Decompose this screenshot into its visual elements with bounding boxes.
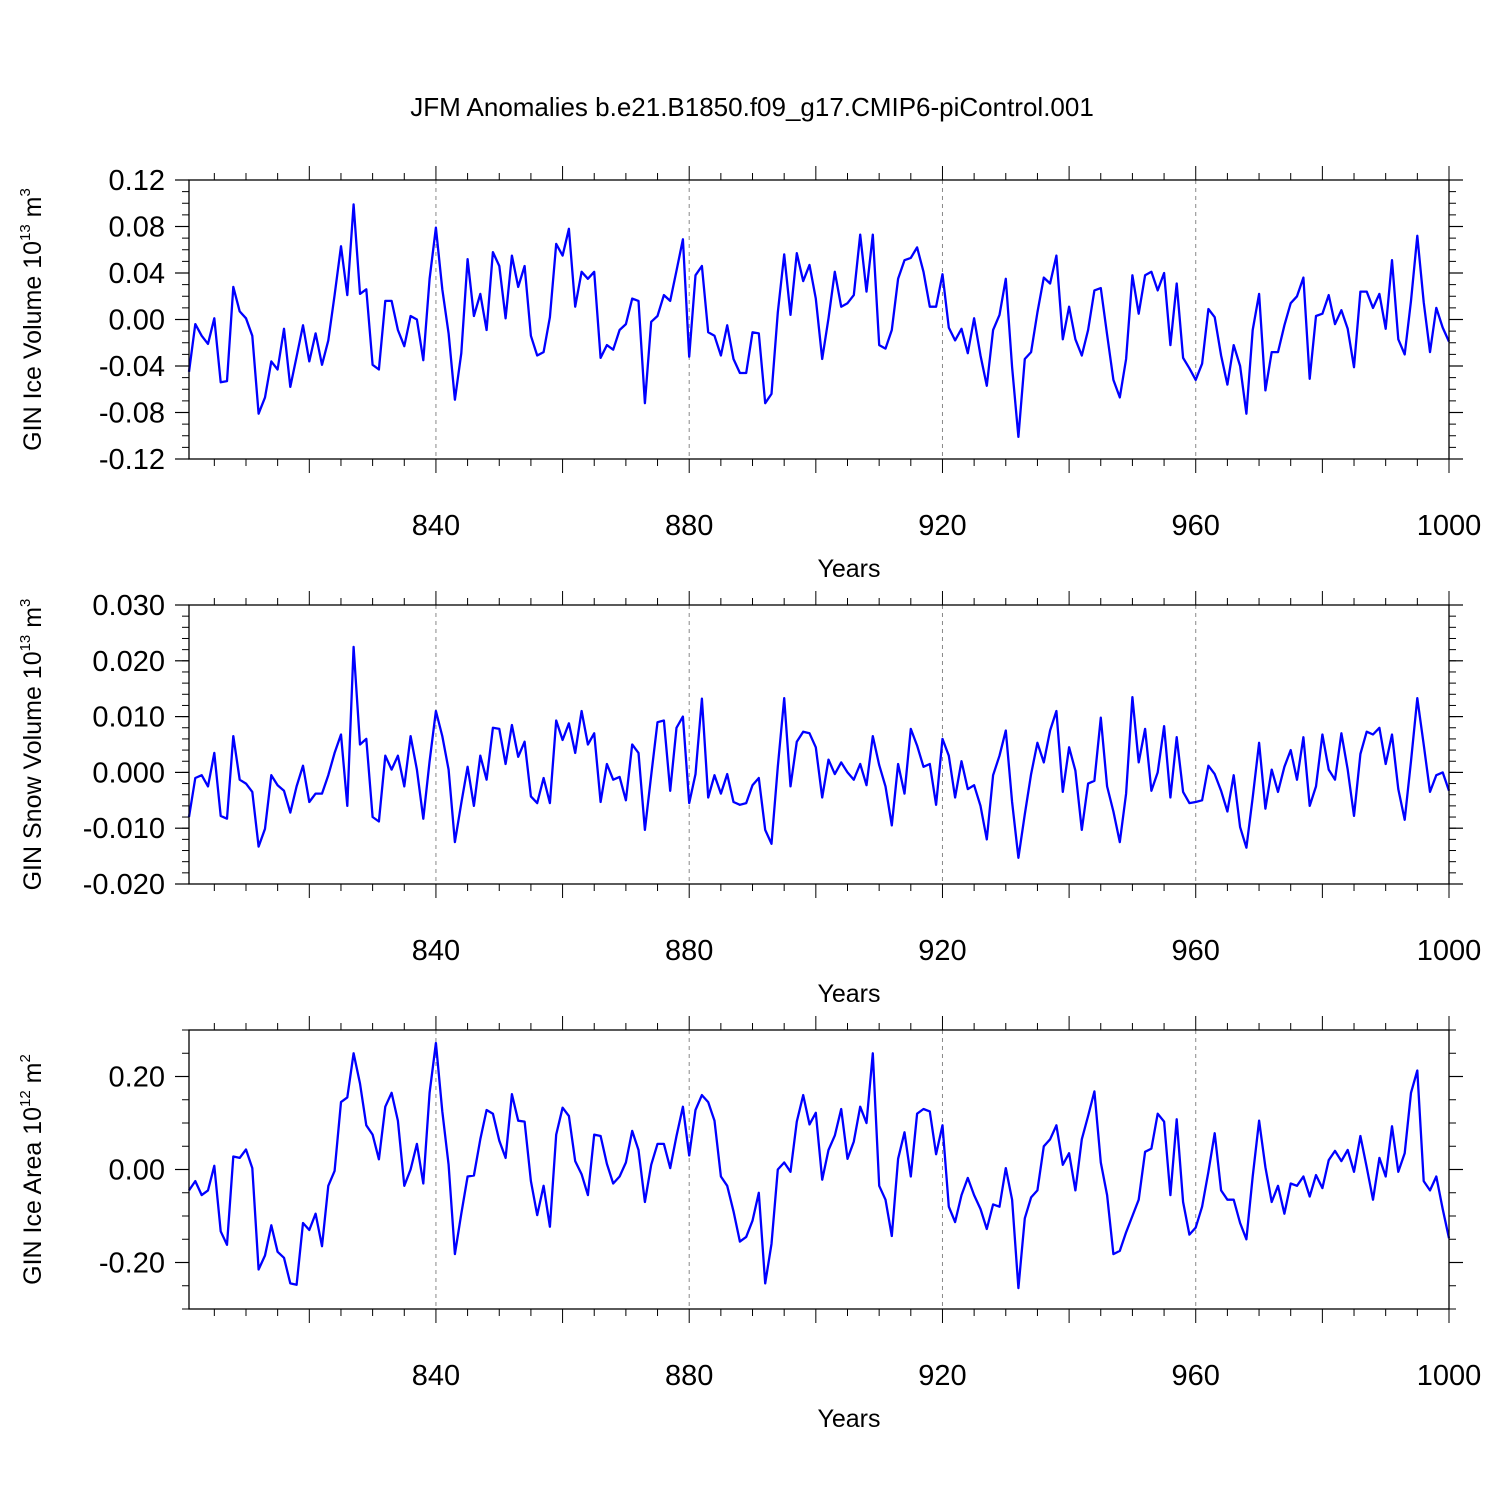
y-tick-label: 0.000 — [92, 757, 165, 789]
y-axis-title: GIN Snow Volume 1013 m3 — [17, 599, 47, 891]
panels-group: 0.12 0.08 0.04 0.00 -0.04 -0.08 -0.12 840 880 920… — [17, 165, 1481, 1433]
x-tick-label: 1000 — [1417, 935, 1482, 967]
panel-3: 0.20 0.00 -0.20 840 880 920 960 1000 Years GIN Ic… — [17, 1016, 1481, 1433]
y-tick-label: 0.12 — [109, 165, 165, 197]
x-tick-label: 920 — [918, 935, 966, 967]
x-tick-label: 1000 — [1417, 1360, 1482, 1392]
x-tick-label: 880 — [665, 935, 713, 967]
y-tick-label: 0.20 — [109, 1062, 165, 1094]
y-tick-label: 0.00 — [109, 1155, 165, 1187]
y-tick-label: 0.04 — [109, 258, 165, 290]
plot-frame — [188, 604, 1450, 885]
panel-1: 0.12 0.08 0.04 0.00 -0.04 -0.08 -0.12 840 880 920… — [17, 165, 1481, 583]
x-tick-label: 880 — [665, 1360, 713, 1392]
series-line — [188, 1041, 1451, 1290]
x-tick-label: 880 — [665, 510, 713, 542]
x-tick-label: 920 — [918, 1360, 966, 1392]
y-tick-label: -0.04 — [99, 351, 165, 383]
series-line — [187, 645, 1451, 859]
plot-frame — [188, 179, 1450, 460]
y-tick-label: -0.12 — [99, 444, 165, 476]
x-tick-label: 960 — [1172, 510, 1220, 542]
y-tick-label: -0.08 — [99, 398, 165, 430]
x-tick-label: 840 — [412, 935, 460, 967]
panel-2: 0.030 0.020 0.010 0.000 -0.010 -0.020 840 880 92… — [17, 590, 1481, 1008]
y-tick-label: -0.020 — [83, 869, 165, 901]
y-tick-label: 0.030 — [92, 590, 165, 622]
y-tick-label: 0.00 — [109, 305, 165, 337]
x-tick-label: 960 — [1172, 935, 1220, 967]
x-tick-label: 1000 — [1417, 510, 1482, 542]
x-tick-label: 960 — [1172, 1360, 1220, 1392]
chart-title: JFM Anomalies b.e21.B1850.f09_g17.CMIP6-… — [410, 92, 1094, 122]
x-tick-label: 840 — [412, 1360, 460, 1392]
y-axis-title: GIN Ice Area 1012 m2 — [17, 1054, 47, 1285]
x-axis-title: Years — [817, 980, 880, 1008]
y-tick-label: 0.08 — [109, 212, 165, 244]
x-axis-title: Years — [817, 555, 880, 583]
x-tick-label: 840 — [412, 510, 460, 542]
series-line — [187, 203, 1451, 439]
y-tick-label: 0.010 — [92, 702, 165, 734]
plot-frame — [188, 1029, 1450, 1310]
y-axis-title: GIN Ice Volume 1013 m3 — [17, 188, 47, 451]
x-tick-label: 920 — [918, 510, 966, 542]
x-axis-title: Years — [817, 1405, 880, 1433]
y-tick-label: -0.20 — [99, 1248, 165, 1280]
y-tick-label: -0.010 — [83, 813, 165, 845]
y-tick-label: 0.020 — [92, 646, 165, 678]
